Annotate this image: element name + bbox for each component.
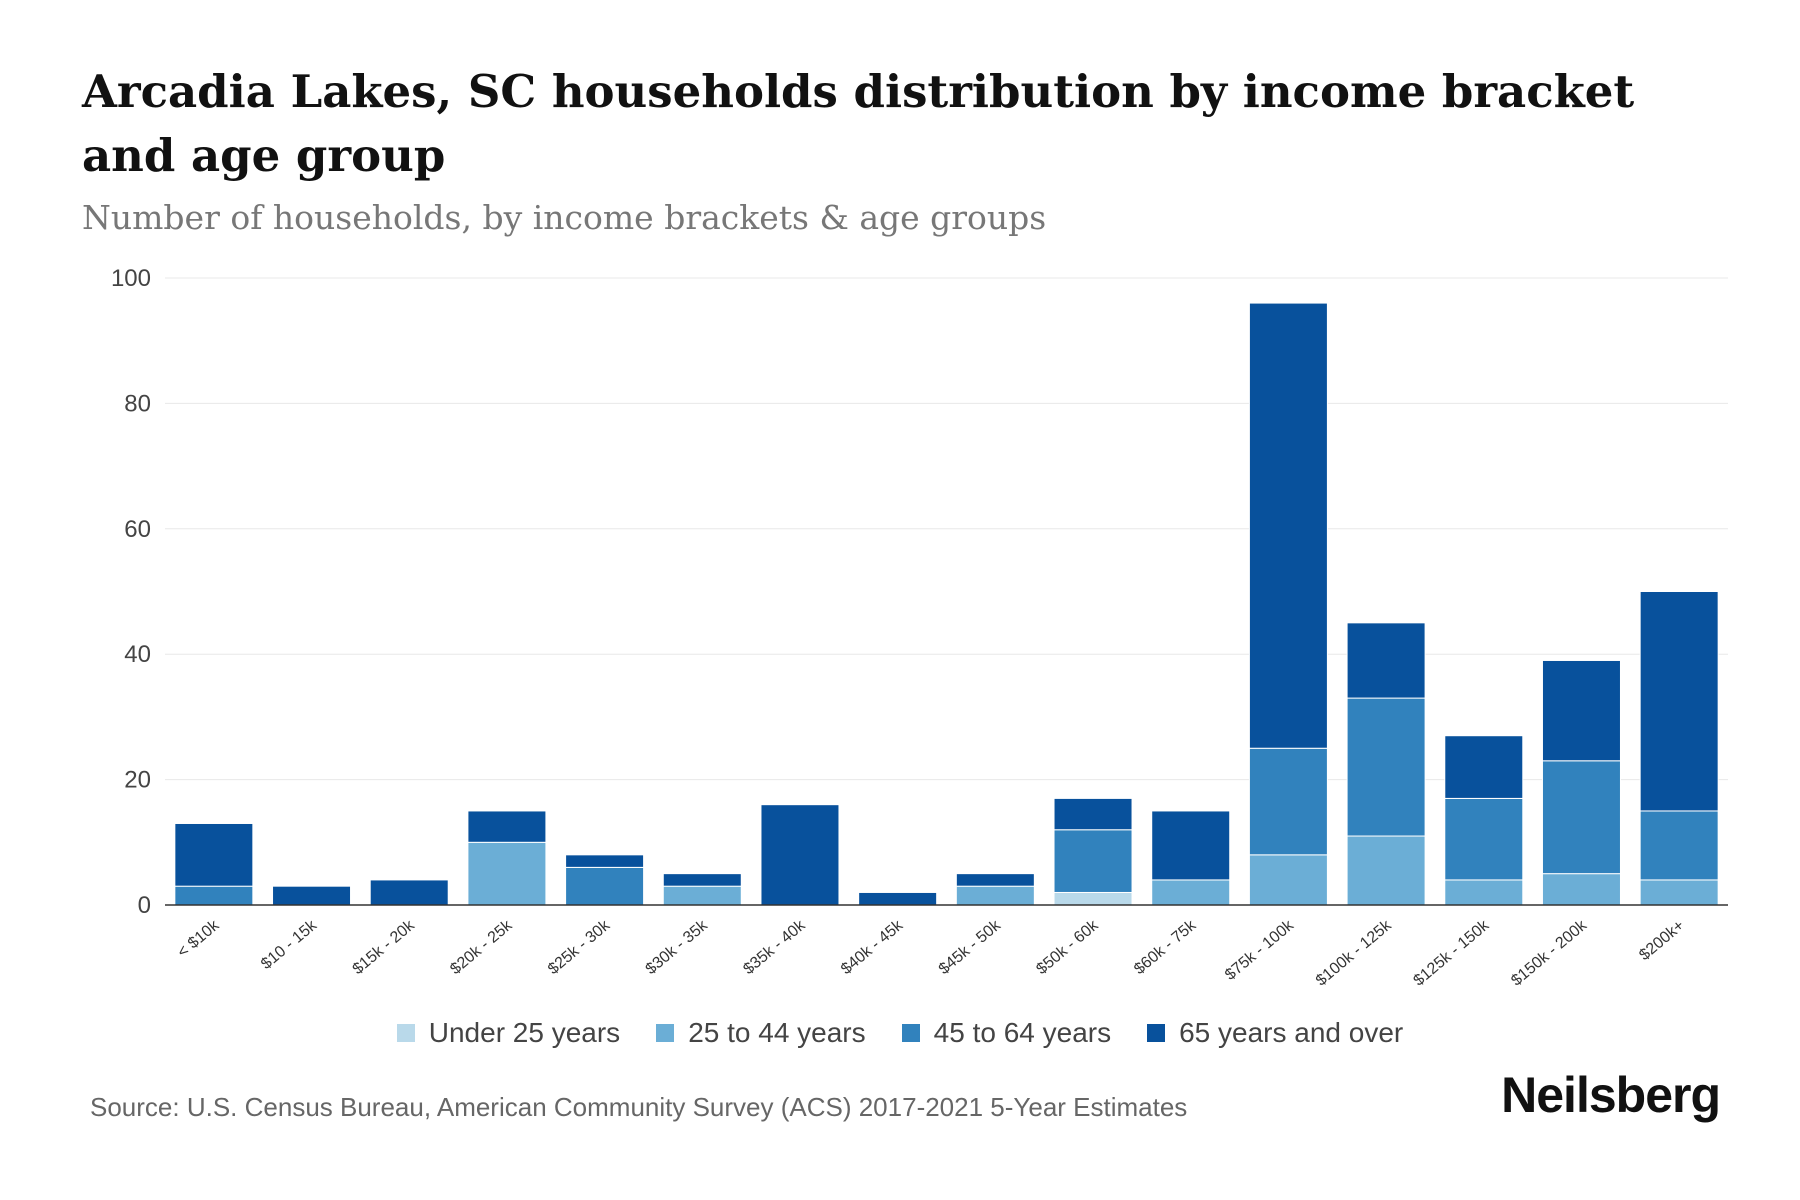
x-tick-label: $200k+ <box>1636 917 1687 964</box>
bar-segment <box>565 854 645 868</box>
x-tick-label: $30k - 35k <box>643 916 712 978</box>
x-tick-label: $125k - 150k <box>1411 916 1494 989</box>
x-tick-label: $35k - 40k <box>740 916 809 978</box>
bar-segment <box>1541 659 1621 762</box>
bars <box>174 302 1719 906</box>
x-tick-label: $100k - 125k <box>1313 916 1396 989</box>
bar-segment <box>955 885 1035 906</box>
bar-segment <box>858 891 938 906</box>
x-tick-label: $150k - 200k <box>1508 916 1591 989</box>
x-tick-label: $50k - 60k <box>1033 916 1102 978</box>
x-tick-label: $15k - 20k <box>350 916 419 978</box>
bar-segment <box>272 885 352 906</box>
bar-segment <box>955 873 1035 887</box>
chart-title: Arcadia Lakes, SC households distributio… <box>82 65 1635 182</box>
legend-label-45-64: 45 to 64 years <box>933 1017 1112 1048</box>
bar-segment <box>1053 891 1133 906</box>
x-tick-label: < $10k <box>174 916 223 961</box>
bar-segment <box>1639 879 1719 906</box>
bar-segment <box>174 885 254 906</box>
x-tick-label: $60k - 75k <box>1131 916 1200 978</box>
bar-segment <box>1248 302 1328 749</box>
bar-segment <box>1639 810 1719 881</box>
bar-segment <box>1444 735 1524 799</box>
brand-logo: Neilsberg <box>1501 1067 1721 1123</box>
gridlines <box>165 277 1728 781</box>
bar-segment <box>1053 829 1133 893</box>
bar-segment <box>1151 879 1231 906</box>
legend-item-45-64: 45 to 64 years <box>901 1017 1112 1049</box>
x-tick-label: $75k - 100k <box>1222 916 1298 983</box>
bar-segment <box>1053 797 1133 831</box>
x-tick-label: $45k - 50k <box>936 916 1005 978</box>
bar-segment <box>1541 873 1621 906</box>
source-note: Source: U.S. Census Bureau, American Com… <box>90 1092 1188 1122</box>
legend-label-65-over: 65 years and over <box>1179 1017 1404 1048</box>
legend-item-under-25: Under 25 years <box>396 1017 621 1049</box>
legend-swatch-65-over <box>1147 1024 1166 1042</box>
bar-segment <box>565 866 645 906</box>
y-tick-label: 20 <box>124 767 151 794</box>
x-tick-label: $40k - 45k <box>838 916 907 978</box>
y-tick-label: 80 <box>124 390 151 417</box>
y-tick-label: 100 <box>111 265 151 292</box>
bar-segment <box>174 822 254 887</box>
y-tick-label: 0 <box>138 892 151 919</box>
chart-subtitle: Number of households, by income brackets… <box>82 198 1047 237</box>
bar-segment <box>467 810 547 843</box>
legend-label-25-44: 25 to 44 years <box>688 1017 866 1048</box>
bar-segment <box>662 873 742 887</box>
legend-label-under-25: Under 25 years <box>428 1017 621 1048</box>
bar-segment <box>1346 697 1426 837</box>
bar-segment <box>1346 622 1426 699</box>
bar-segment <box>1248 854 1328 906</box>
legend: Under 25 years 25 to 44 years 45 to 64 y… <box>0 1017 1800 1049</box>
bar-segment <box>1541 760 1621 875</box>
legend-swatch-under-25 <box>396 1024 415 1042</box>
bar-segment <box>1444 797 1524 881</box>
legend-item-25-44: 25 to 44 years <box>656 1017 866 1049</box>
legend-swatch-25-44 <box>656 1024 675 1042</box>
bar-segment <box>1639 591 1719 812</box>
bar-segment <box>467 841 547 906</box>
stacked-bar-chart: 0 20 40 60 80 100 < $10k $10 - 15k $15k - 20k $20… <box>111 265 1728 990</box>
bar-segment <box>1151 810 1231 881</box>
x-tick-label: $20k - 25k <box>447 916 516 978</box>
y-tick-label: 60 <box>124 516 151 543</box>
bar-segment <box>369 879 449 906</box>
bar-segment <box>1346 835 1426 906</box>
bar-segment <box>1248 747 1328 856</box>
x-tick-label: $10 - 15k <box>258 916 321 973</box>
y-tick-label: 40 <box>124 641 151 668</box>
legend-item-65-over: 65 years and over <box>1147 1017 1403 1049</box>
x-tick-label: $25k - 30k <box>545 916 614 978</box>
bar-segment <box>1444 879 1524 906</box>
bar-segment <box>662 885 742 906</box>
legend-swatch-45-64 <box>901 1024 920 1042</box>
bar-segment <box>760 804 840 906</box>
